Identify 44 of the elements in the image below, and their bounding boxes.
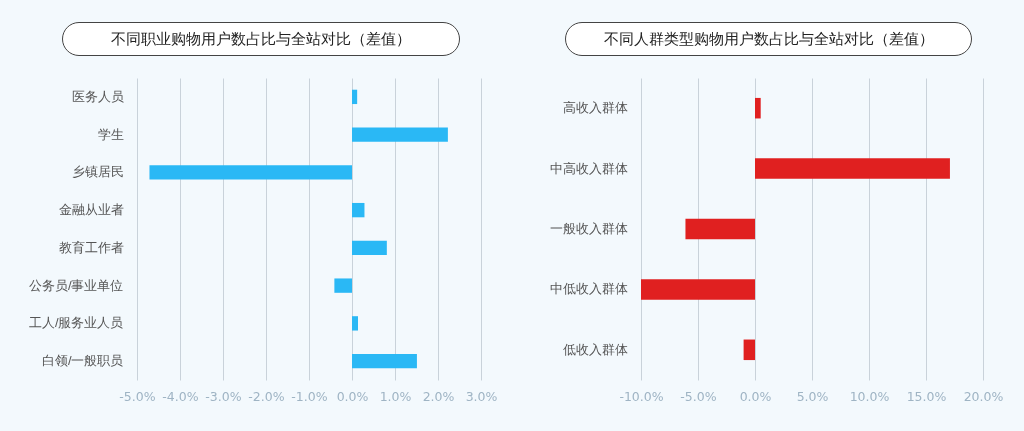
bar [755, 97, 761, 119]
x-tick-label: 10.0% [849, 388, 890, 404]
bar [352, 240, 387, 256]
chart-title: 不同职业购物用户数占比与全站对比（差值） [62, 22, 460, 56]
bar [334, 278, 352, 293]
x-tick-label: -2.0% [248, 388, 285, 404]
bar [352, 353, 417, 369]
bar [352, 127, 448, 142]
bar [352, 316, 359, 331]
y-tick-label: 高收入群体 [562, 100, 628, 116]
x-tick-label: -1.0% [291, 388, 328, 404]
x-tick-label: 20.0% [963, 388, 1004, 404]
x-tick-label: 0.0% [739, 388, 772, 404]
bar [685, 218, 755, 240]
chart-title: 不同人群类型购物用户数占比与全站对比（差值） [565, 22, 972, 56]
x-tick-label: 15.0% [906, 388, 947, 404]
x-tick-label: -10.0% [619, 388, 664, 404]
x-tick-label: -4.0% [162, 388, 199, 404]
bar [743, 339, 755, 361]
bar [641, 279, 755, 300]
bar [149, 165, 352, 180]
y-tick-label: 公务员/事业单位 [28, 277, 124, 293]
y-tick-label: 教育工作者 [58, 239, 124, 255]
bar [352, 202, 365, 218]
x-tick-label: -5.0% [119, 388, 156, 404]
x-tick-label: 2.0% [422, 388, 455, 404]
x-tick-label: 3.0% [465, 388, 498, 404]
x-tick-label: 1.0% [379, 388, 412, 404]
y-tick-label: 医务人员 [71, 88, 124, 104]
y-tick-label: 低收入群体 [562, 341, 628, 357]
bar [352, 89, 358, 105]
y-tick-label: 学生 [97, 126, 124, 142]
x-tick-label: -3.0% [205, 388, 242, 404]
x-tick-label: 0.0% [336, 388, 369, 404]
x-tick-label: 5.0% [796, 388, 829, 404]
y-tick-label: 工人/服务业人员 [28, 315, 124, 331]
x-tick-label: -5.0% [680, 388, 717, 404]
y-tick-label: 中低收入群体 [549, 281, 628, 297]
bar [755, 158, 950, 179]
y-tick-label: 金融从业者 [58, 202, 124, 218]
y-tick-label: 白领/一般职员 [41, 353, 124, 369]
y-tick-label: 乡镇居民 [71, 164, 124, 180]
y-tick-label: 中高收入群体 [549, 160, 628, 176]
y-tick-label: 一般收入群体 [549, 221, 628, 236]
